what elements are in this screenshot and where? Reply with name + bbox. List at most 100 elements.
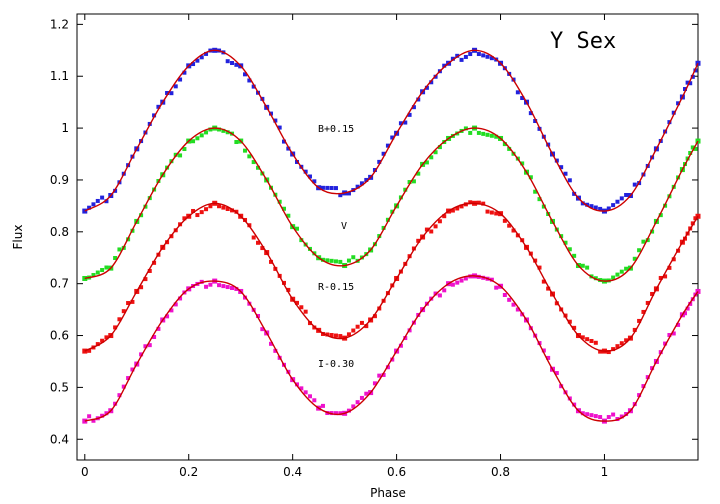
data-point (156, 326, 161, 331)
data-point (398, 343, 403, 348)
data-point (468, 52, 473, 57)
data-point (269, 259, 274, 264)
data-point (204, 207, 209, 212)
data-point (230, 285, 235, 290)
data-point (567, 247, 572, 252)
data-point (481, 53, 486, 58)
data-point (307, 394, 312, 399)
data-point (385, 143, 390, 148)
data-point (104, 199, 109, 204)
x-tick-label: 0 (81, 465, 89, 479)
data-point (632, 327, 637, 332)
data-point (95, 270, 100, 275)
data-point (485, 209, 490, 214)
data-point (507, 223, 512, 228)
data-point (624, 338, 629, 343)
data-point (520, 161, 525, 166)
data-point (273, 118, 278, 123)
data-point (139, 352, 144, 357)
data-point (307, 174, 312, 179)
data-point (173, 84, 178, 89)
data-point (615, 272, 620, 277)
data-point (463, 54, 468, 59)
data-point (104, 265, 109, 270)
data-point (299, 386, 304, 391)
data-point (277, 125, 282, 130)
data-point (130, 299, 135, 304)
data-point (650, 366, 655, 371)
data-point (329, 333, 334, 338)
plot-frame (76, 13, 699, 461)
data-point (688, 301, 693, 306)
data-point (91, 273, 96, 278)
data-point (130, 367, 135, 372)
data-point (693, 146, 698, 151)
data-point (100, 195, 105, 200)
data-point (416, 171, 421, 176)
data-point (247, 78, 252, 83)
data-point (606, 350, 611, 355)
data-point (333, 333, 338, 338)
data-point (442, 214, 447, 219)
data-point (121, 384, 126, 389)
data-point (104, 411, 109, 416)
data-point (390, 209, 395, 214)
x-axis-title: Phase (370, 486, 406, 500)
data-point (611, 347, 616, 352)
data-point (585, 412, 590, 417)
data-point (355, 184, 360, 189)
data-point (429, 155, 434, 160)
data-point (502, 218, 507, 223)
data-point (225, 285, 230, 290)
data-point (91, 202, 96, 207)
data-point (165, 91, 170, 96)
data-point (277, 199, 282, 204)
data-point (450, 282, 455, 287)
data-point (385, 365, 390, 370)
data-point (658, 275, 663, 280)
data-point (325, 258, 330, 263)
y-tick-label: 0.7 (50, 277, 69, 291)
data-point (593, 276, 598, 281)
data-point (528, 175, 533, 180)
data-point (286, 146, 291, 151)
x-tick-label: 0.6 (387, 465, 406, 479)
data-point (269, 341, 274, 346)
series-label-b: B+0.15 (318, 124, 354, 135)
data-point (381, 372, 386, 377)
data-point (641, 239, 646, 244)
data-point (152, 335, 157, 340)
data-point (303, 390, 308, 395)
chart-title: Y Sex (550, 29, 616, 54)
data-point (234, 62, 239, 67)
data-point (230, 208, 235, 213)
data-point (256, 314, 261, 319)
data-point (338, 259, 343, 264)
data-point (598, 206, 603, 211)
y-tick-label: 1.2 (50, 17, 69, 31)
data-point (113, 188, 118, 193)
data-point (100, 268, 105, 273)
model-curve (84, 275, 699, 422)
data-point (693, 216, 698, 221)
data-point (191, 62, 196, 67)
axis-ticks: 0 0.2 0.4 0.6 0.8 1 0.4 0.5 0.6 0.7 0.8 0.9 1 1.1 1.2 (50, 14, 698, 479)
data-point (126, 376, 131, 381)
data-point (459, 57, 464, 62)
data-point (282, 206, 286, 211)
data-point (355, 400, 360, 405)
data-point (559, 384, 564, 389)
data-point (624, 266, 629, 271)
data-point (403, 120, 408, 125)
data-point (515, 307, 520, 312)
data-point (528, 111, 533, 116)
data-point (511, 302, 516, 307)
data-point (247, 223, 252, 228)
data-point (95, 198, 100, 203)
data-point (204, 51, 209, 56)
data-point (690, 74, 695, 79)
data-point (450, 56, 455, 61)
data-point (463, 126, 468, 131)
data-point (294, 382, 299, 387)
